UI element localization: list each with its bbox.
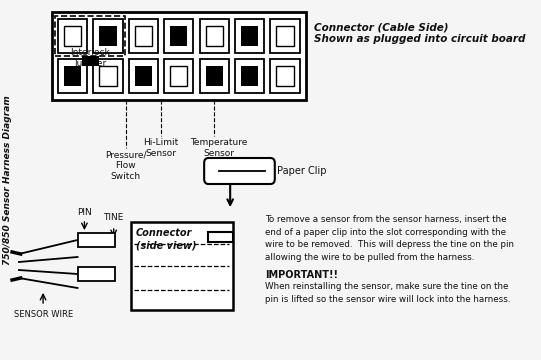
Text: Hi-Limit
Sensor: Hi-Limit Sensor [143,138,179,158]
Bar [170,26,187,46]
Text: IMPORTANT!!: IMPORTANT!! [265,270,338,280]
Bar [52,12,306,100]
Bar [129,19,158,53]
Bar [129,59,158,93]
Bar [235,59,264,93]
FancyBboxPatch shape [204,158,275,184]
Text: Connector
(side view): Connector (side view) [136,228,196,251]
Bar [241,66,258,86]
Bar [270,59,300,93]
Bar [200,19,229,53]
Bar [77,267,115,281]
Bar [100,26,116,46]
Bar [100,66,116,86]
Bar [135,26,152,46]
Bar [276,66,294,86]
Bar [64,26,81,46]
Bar [235,19,264,53]
Bar [170,66,187,86]
Text: Paper Clip: Paper Clip [278,166,327,176]
Text: Interlock
Jumper: Interlock Jumper [70,48,110,68]
Text: SENSOR WIRE: SENSOR WIRE [14,310,72,319]
Bar [241,26,258,46]
Bar [58,59,87,93]
Text: PIN: PIN [77,208,92,217]
Bar [200,59,229,93]
Bar [64,66,81,86]
Bar [208,232,233,242]
Bar [135,66,152,86]
Text: Temperature
Sensor: Temperature Sensor [190,138,247,158]
Bar [93,19,122,53]
Bar [58,19,87,53]
Text: To remove a sensor from the sensor harness, insert the
end of a paper clip into : To remove a sensor from the sensor harne… [265,215,514,261]
Text: Shown as plugged into circuit board: Shown as plugged into circuit board [314,34,526,44]
Bar [164,59,193,93]
Text: Connector (Cable Side): Connector (Cable Side) [314,22,449,32]
Bar [77,233,115,247]
Bar [276,26,294,46]
Bar [164,19,193,53]
Bar [55,16,125,56]
Bar [270,19,300,53]
Text: Pressure/
Flow
Switch: Pressure/ Flow Switch [105,150,147,181]
Text: TINE: TINE [103,213,124,222]
Bar [82,56,99,66]
Bar [93,59,122,93]
Text: 750/850 Sensor Harness Diagram: 750/850 Sensor Harness Diagram [3,95,12,265]
Text: When reinstalling the sensor, make sure the tine on the
pin is lifted so the sen: When reinstalling the sensor, make sure … [265,282,511,303]
Bar [206,66,223,86]
Bar [131,222,233,310]
Bar [206,26,223,46]
